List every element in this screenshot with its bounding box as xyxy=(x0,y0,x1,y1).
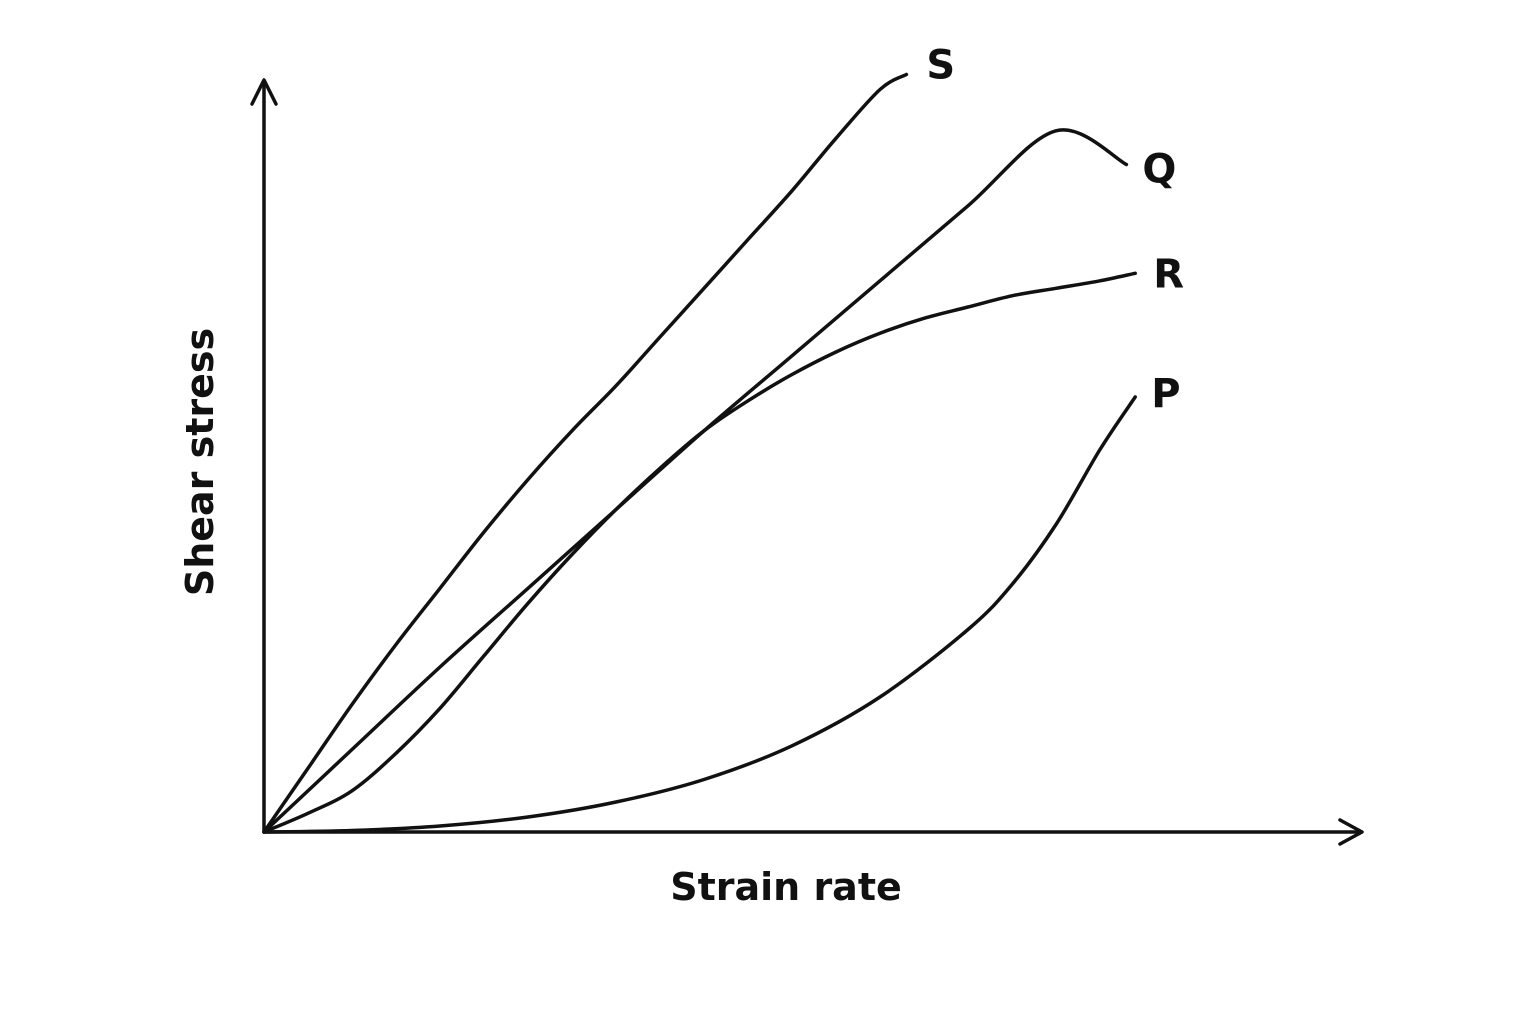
series-layer: S Q R P xyxy=(262,43,1184,834)
series-S-label: S xyxy=(926,43,955,89)
y-axis-label: Shear stress xyxy=(178,328,222,596)
series-R-curve xyxy=(262,271,1137,834)
series-Q-curve xyxy=(262,128,1129,834)
series-P-curve xyxy=(262,395,1137,834)
axes xyxy=(250,78,1364,846)
y-axis-arrow-icon xyxy=(250,78,278,106)
x-axis-label: Strain rate xyxy=(670,865,902,909)
series-P-label: P xyxy=(1151,371,1180,417)
series-R-label: R xyxy=(1153,251,1184,297)
series-Q-label: Q xyxy=(1142,147,1176,193)
x-axis-arrow-icon xyxy=(1338,818,1364,846)
series-S-curve xyxy=(262,72,909,834)
